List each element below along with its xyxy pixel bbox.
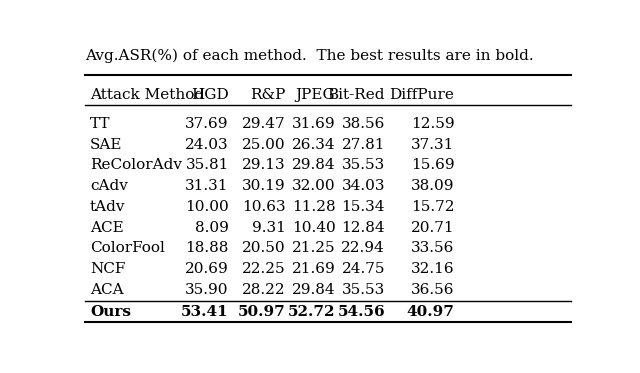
Text: 27.81: 27.81 [342, 138, 385, 152]
Text: ACA: ACA [90, 283, 124, 297]
Text: 38.56: 38.56 [342, 117, 385, 131]
Text: 22.94: 22.94 [341, 241, 385, 255]
Text: 40.97: 40.97 [406, 305, 454, 319]
Text: 53.41: 53.41 [181, 305, 229, 319]
Text: 36.56: 36.56 [411, 283, 454, 297]
Text: 26.34: 26.34 [292, 138, 335, 152]
Text: 35.53: 35.53 [342, 159, 385, 172]
Text: ColorFool: ColorFool [90, 241, 164, 255]
Text: 37.69: 37.69 [186, 117, 229, 131]
Text: 20.50: 20.50 [242, 241, 286, 255]
Text: 8.09: 8.09 [195, 220, 229, 235]
Text: 15.72: 15.72 [411, 200, 454, 214]
Text: 20.69: 20.69 [185, 262, 229, 276]
Text: 32.16: 32.16 [411, 262, 454, 276]
Text: 30.19: 30.19 [242, 179, 286, 193]
Text: 50.97: 50.97 [238, 305, 286, 319]
Text: 28.22: 28.22 [242, 283, 286, 297]
Text: 35.81: 35.81 [186, 159, 229, 172]
Text: 33.56: 33.56 [411, 241, 454, 255]
Text: 52.72: 52.72 [288, 305, 335, 319]
Text: 35.90: 35.90 [186, 283, 229, 297]
Text: tAdv: tAdv [90, 200, 125, 214]
Text: 37.31: 37.31 [411, 138, 454, 152]
Text: cAdv: cAdv [90, 179, 128, 193]
Text: 35.53: 35.53 [342, 283, 385, 297]
Text: 32.00: 32.00 [292, 179, 335, 193]
Text: 10.63: 10.63 [242, 200, 286, 214]
Text: Avg.ASR(%) of each method.  The best results are in bold.: Avg.ASR(%) of each method. The best resu… [85, 49, 534, 63]
Text: 38.09: 38.09 [411, 179, 454, 193]
Text: 29.84: 29.84 [292, 159, 335, 172]
Text: 10.00: 10.00 [185, 200, 229, 214]
Text: 54.56: 54.56 [337, 305, 385, 319]
Text: 10.40: 10.40 [292, 220, 335, 235]
Text: 22.25: 22.25 [242, 262, 286, 276]
Text: 21.69: 21.69 [292, 262, 335, 276]
Text: 25.00: 25.00 [242, 138, 286, 152]
Text: ACE: ACE [90, 220, 124, 235]
Text: 11.28: 11.28 [292, 200, 335, 214]
Text: 31.31: 31.31 [186, 179, 229, 193]
Text: 18.88: 18.88 [186, 241, 229, 255]
Text: 29.47: 29.47 [242, 117, 286, 131]
Text: 24.03: 24.03 [185, 138, 229, 152]
Text: HGD: HGD [191, 88, 229, 102]
Text: 15.34: 15.34 [342, 200, 385, 214]
Text: 31.69: 31.69 [292, 117, 335, 131]
Text: 12.59: 12.59 [411, 117, 454, 131]
Text: R&P: R&P [250, 88, 286, 102]
Text: 15.69: 15.69 [411, 159, 454, 172]
Text: 20.71: 20.71 [411, 220, 454, 235]
Text: TT: TT [90, 117, 111, 131]
Text: 29.13: 29.13 [242, 159, 286, 172]
Text: ReColorAdv: ReColorAdv [90, 159, 182, 172]
Text: Ours: Ours [90, 305, 131, 319]
Text: 24.75: 24.75 [342, 262, 385, 276]
Text: 29.84: 29.84 [292, 283, 335, 297]
Text: NCF: NCF [90, 262, 125, 276]
Text: 21.25: 21.25 [292, 241, 335, 255]
Text: 12.84: 12.84 [341, 220, 385, 235]
Text: Attack Method: Attack Method [90, 88, 204, 102]
Text: DiffPure: DiffPure [390, 88, 454, 102]
Text: SAE: SAE [90, 138, 122, 152]
Text: 9.31: 9.31 [252, 220, 286, 235]
Text: 34.03: 34.03 [342, 179, 385, 193]
Text: JPEG: JPEG [296, 88, 335, 102]
Text: Bit-Red: Bit-Red [328, 88, 385, 102]
